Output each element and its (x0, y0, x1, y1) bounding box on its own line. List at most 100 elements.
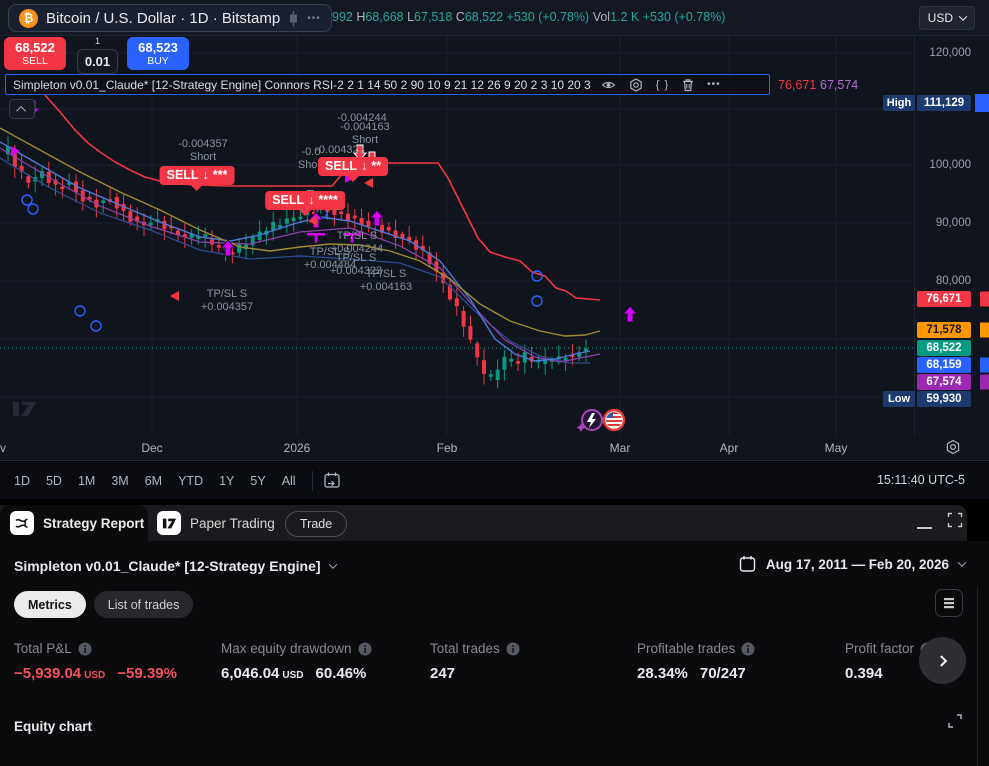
time-axis-label[interactable]: May (824, 441, 848, 455)
high-tag: High (883, 95, 915, 111)
metric-value-part: 28.34% (637, 665, 688, 682)
price-axis-label: 120,000 (929, 47, 971, 59)
metric: Max equity drawdown 6,046.04 USD 60.46% (221, 641, 372, 682)
clock[interactable]: 15:11:40 UTC-5 (876, 473, 965, 487)
metric-value-part: USD (282, 670, 304, 681)
info-icon[interactable] (358, 642, 372, 656)
metric-value-part: 247 (430, 665, 456, 682)
range-button-1d[interactable]: 1D (14, 473, 30, 488)
range-button-1m[interactable]: 1M (77, 473, 96, 488)
axis-settings-icon[interactable] (945, 439, 961, 455)
more-options-icon[interactable]: ••• (307, 12, 321, 24)
equity-chart-title: Equity chart (14, 719, 93, 734)
time-axis-label[interactable]: Apr (719, 441, 739, 455)
more-icon[interactable]: ••• (707, 79, 721, 90)
tab-list-of-trades-label: List of trades (107, 597, 180, 612)
ohlc-part: Vol (592, 10, 611, 24)
strategy-report-body: Simpleton v0.01_Claude* [12-Strategy Eng… (0, 541, 989, 766)
sell-button[interactable]: 68,522 SELL (4, 37, 66, 70)
range-button-all[interactable]: All (281, 473, 296, 488)
range-button-6m[interactable]: 6M (144, 473, 163, 488)
chevron-down-icon (958, 12, 968, 21)
chevron-right-icon (935, 654, 947, 667)
strategy-value-purple: 67,574 (820, 78, 859, 92)
price-axis[interactable]: 120,000 100,000 90,000 80,000 High 111,129 76,… (883, 0, 989, 461)
tab-metrics[interactable]: Metrics (14, 591, 86, 618)
time-axis-label[interactable]: Dec (141, 441, 163, 455)
metric-value-part: 0.394 (845, 665, 883, 682)
price-axis-label: 80,000 (935, 275, 971, 287)
top-toolbar: ₿ Bitcoin / U.S. Dollar · 1D · Bitstamp … (0, 0, 989, 36)
metric-value-part: 70/247 (699, 665, 746, 682)
ohlc-part: 67,518 (414, 10, 456, 24)
time-axis-label[interactable]: 2026 (283, 441, 311, 455)
maximize-panel-icon[interactable] (946, 511, 964, 529)
date-range-selector[interactable]: Aug 17, 2011 — Feb 20, 2026 (739, 555, 967, 573)
tab-paper-trading[interactable]: Paper Trading (157, 505, 275, 541)
info-icon[interactable] (741, 642, 755, 656)
range-button-ytd[interactable]: YTD (178, 473, 204, 488)
go-to-date-icon[interactable] (323, 471, 341, 490)
settings-icon[interactable] (629, 77, 643, 92)
price-badge: 67,574 (917, 374, 971, 390)
collapse-panel-button[interactable] (9, 99, 35, 119)
time-axis-label[interactable]: Mar (609, 441, 631, 455)
trade-tab-button[interactable]: Trade (285, 511, 348, 537)
metric-value: 247 (430, 665, 520, 682)
price-chart[interactable] (0, 36, 915, 461)
candle-style-icon[interactable] (288, 10, 299, 26)
info-icon[interactable] (506, 642, 520, 656)
quantity-input[interactable]: 0.01 (77, 49, 118, 74)
metric-label: Total trades (430, 641, 520, 656)
range-button-5y[interactable]: 5Y (250, 473, 266, 488)
minimize-panel-icon[interactable] (917, 527, 932, 529)
metric-label: Profitable trades (637, 641, 755, 656)
metric-value: 6,046.04 USD 60.46% (221, 665, 372, 682)
expand-equity-icon[interactable] (945, 711, 965, 731)
tab-list-of-trades[interactable]: List of trades (93, 591, 194, 618)
price-edge-mark (980, 322, 989, 338)
report-strategy-title: Simpleton v0.01_Claude* [12-Strategy Eng… (14, 558, 321, 574)
chevron-down-icon (328, 560, 337, 569)
time-axis[interactable]: v Dec 2026 Feb Mar Apr May (0, 435, 989, 461)
bottom-panel: Strategy Report Paper Trading Trade Simp… (0, 499, 989, 766)
range-button-1y[interactable]: 1Y (219, 473, 235, 488)
time-axis-label[interactable]: Feb (436, 441, 458, 455)
range-button-3m[interactable]: 3M (111, 473, 129, 488)
strategy-tester-icon (10, 511, 34, 535)
panel-scrollbar[interactable] (977, 587, 978, 766)
source-code-icon[interactable]: { } (655, 78, 670, 91)
price-edge-mark (975, 94, 989, 112)
metric-value-part: −5,939.04 (14, 665, 82, 682)
report-layout-icon[interactable] (935, 589, 963, 617)
tab-metrics-label: Metrics (28, 597, 72, 612)
tab-strategy-report-label: Strategy Report (43, 515, 145, 531)
eye-icon[interactable] (601, 79, 616, 91)
ohlc-part: H (356, 10, 366, 24)
price-badge: 111,129 (917, 95, 971, 111)
ohlc-part: 992 (332, 10, 357, 24)
strategy-value-red: 76,671 (778, 78, 817, 92)
metric-value: −5,939.04 USD −59.39% (14, 665, 177, 682)
delete-icon[interactable] (682, 78, 694, 92)
range-button-5d[interactable]: 5D (45, 473, 62, 488)
symbol-pill[interactable]: ₿ Bitcoin / U.S. Dollar · 1D · Bitstamp … (8, 4, 332, 32)
report-strategy-selector[interactable]: Simpleton v0.01_Claude* [12-Strategy Eng… (14, 558, 337, 574)
buy-price: 68,523 (138, 39, 178, 55)
info-icon[interactable] (78, 642, 92, 656)
metric-value-part: USD (84, 670, 106, 681)
currency-dropdown[interactable]: USD (918, 6, 975, 30)
time-axis-label[interactable]: v (0, 441, 6, 455)
currency-value: USD (927, 11, 953, 25)
buy-button[interactable]: 68,523 BUY (127, 37, 189, 70)
next-metrics-button[interactable] (919, 637, 966, 684)
strategy-title: Simpleton v0.01_Claude* [12-Strategy Eng… (13, 77, 591, 92)
price-badge: 76,671 (917, 291, 971, 307)
strategy-legend[interactable]: Simpleton v0.01_Claude* [12-Strategy Eng… (5, 74, 770, 95)
tradingview-logo-icon (157, 511, 181, 535)
chevron-up-icon (15, 105, 26, 116)
metric: Total P&L −5,939.04 USD −59.39% (14, 641, 177, 682)
sell-price: 68,522 (15, 39, 55, 55)
tab-strategy-report[interactable]: Strategy Report (0, 505, 148, 541)
